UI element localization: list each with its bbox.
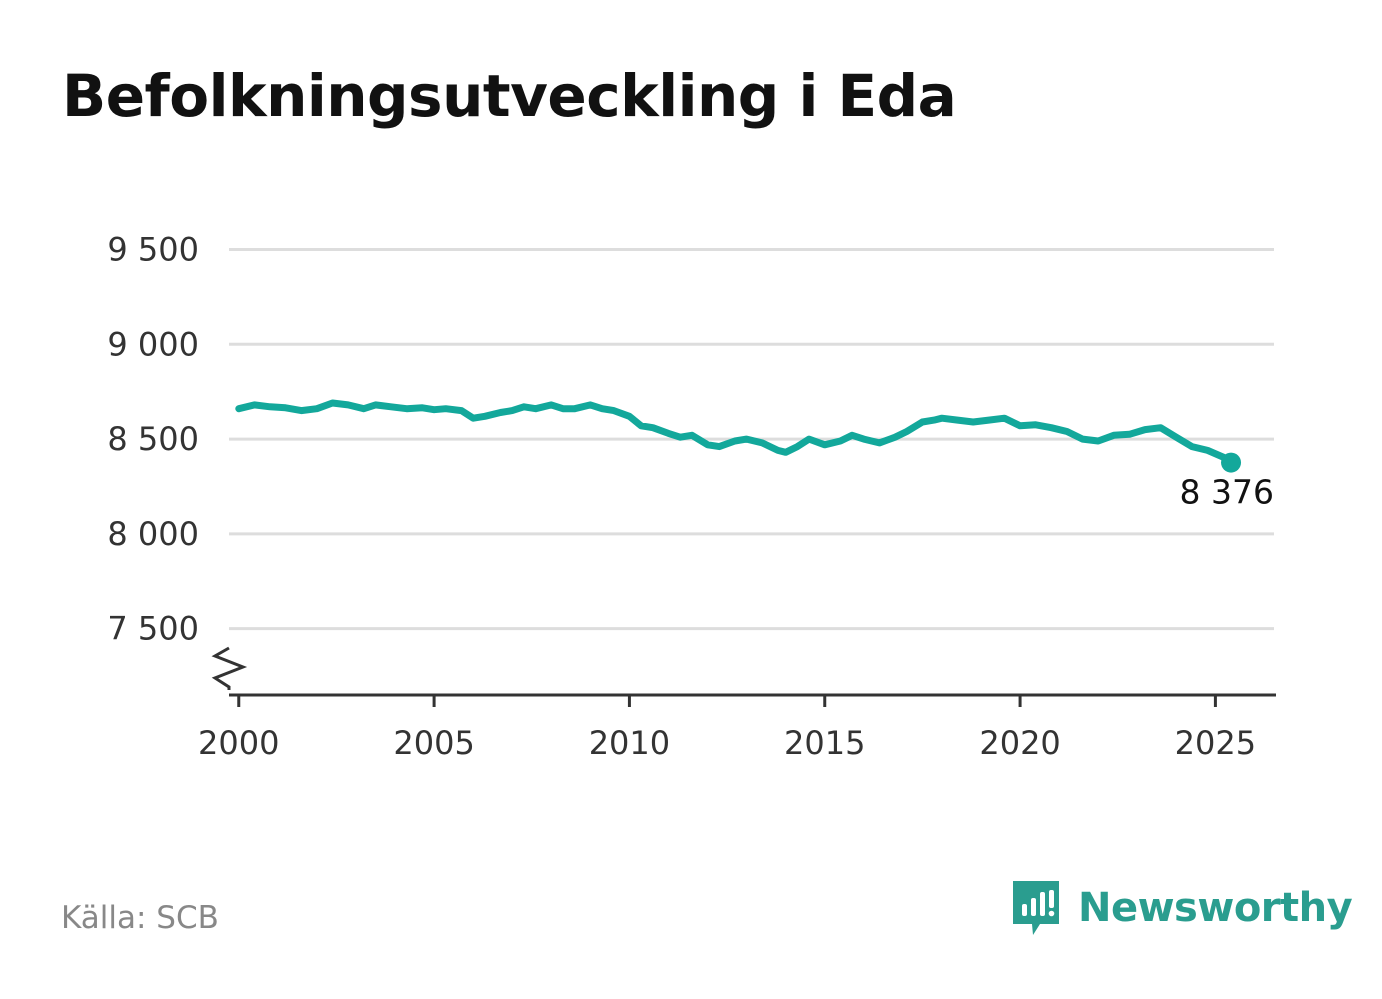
end-point-marker xyxy=(1221,452,1242,473)
y-tick-label: 7 500 xyxy=(107,610,199,648)
series-line xyxy=(235,399,1235,467)
y-tick-label: 8 500 xyxy=(107,420,199,458)
chart-title: Befolkningsutveckling i Eda xyxy=(62,62,957,130)
x-tick-label: 2000 xyxy=(198,724,279,762)
x-tick-label: 2005 xyxy=(393,724,474,762)
axis-break-icon xyxy=(211,646,248,690)
x-axis-ticks: 2000 2005 2010 2015 2020 2025 xyxy=(198,695,1256,762)
end-marker-layer: 8 376 xyxy=(1180,452,1274,512)
source-credit: Källa: SCB xyxy=(61,900,219,936)
x-axis xyxy=(211,646,1276,697)
end-value-label: 8 376 xyxy=(1180,473,1274,512)
y-tick-label: 9 500 xyxy=(107,230,199,268)
x-tick-label: 2020 xyxy=(979,724,1060,762)
y-tick-label: 8 000 xyxy=(107,515,199,553)
brand-logo[interactable]: Newsworthy xyxy=(1010,878,1353,938)
x-tick-label: 2025 xyxy=(1175,724,1256,762)
x-tick-label: 2010 xyxy=(589,724,670,762)
brand-name: Newsworthy xyxy=(1078,885,1353,931)
y-tick-label: 9 000 xyxy=(107,325,199,363)
newsworthy-logo-icon xyxy=(1013,881,1059,935)
series-layer xyxy=(235,399,1235,467)
y-axis-ticks: 7 500 8 000 8 500 9 000 9 500 xyxy=(107,230,199,647)
x-tick-label: 2015 xyxy=(784,724,865,762)
